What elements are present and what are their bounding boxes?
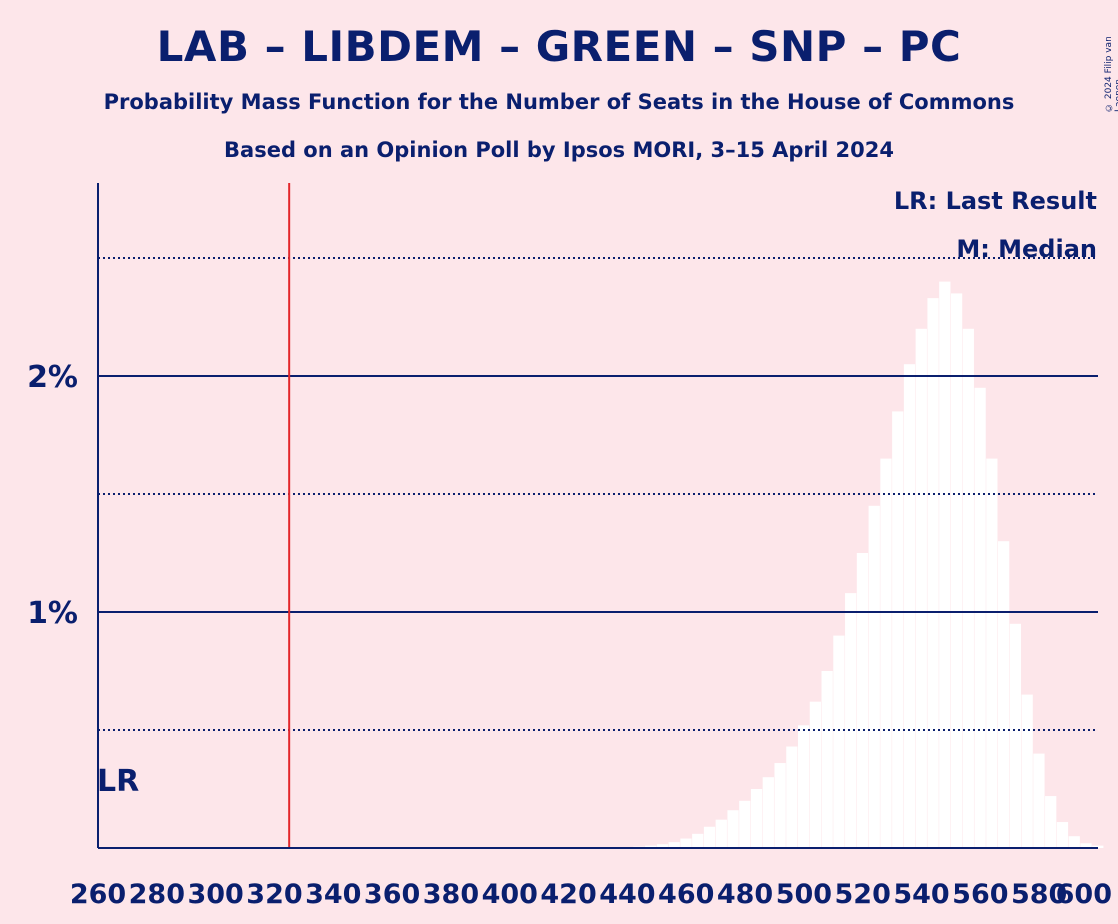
x-tick-label: 500: [776, 879, 832, 910]
x-tick-label: 420: [540, 879, 596, 910]
pmf-bar: [739, 800, 751, 848]
pmf-bar: [656, 844, 669, 848]
pmf-bar: [950, 293, 963, 848]
pmf-bar: [915, 328, 927, 848]
x-tick-label: 580: [1011, 879, 1067, 910]
pmf-bar: [998, 541, 1010, 848]
pmf-bar: [845, 593, 857, 848]
pmf-bar: [1092, 845, 1104, 848]
y-tick-label: 2%: [27, 360, 78, 395]
x-tick-label: 440: [599, 879, 655, 910]
gridlines: [98, 257, 1098, 731]
pmf-bar: [1068, 836, 1080, 848]
pmf-bar: [762, 777, 774, 848]
x-tick-label: 560: [952, 879, 1008, 910]
x-tick-labels: 260 280 300 320 340 360 380 400 420 440 460 480 500 5…: [70, 879, 1112, 910]
x-tick-label: 340: [305, 879, 361, 910]
pmf-bar: [1056, 822, 1069, 848]
x-tick-label: 320: [246, 879, 302, 910]
pmf-bar: [809, 701, 822, 848]
pmf-bar: [856, 553, 869, 848]
pmf-bar: [962, 328, 974, 848]
x-tick-label: 600: [1056, 879, 1112, 910]
pmf-bar: [927, 298, 939, 848]
x-tick-label: 400: [482, 879, 538, 910]
pmf-bar: [1080, 843, 1092, 848]
pmf-bar: [645, 845, 657, 848]
pmf-bar: [668, 842, 680, 848]
pmf-bar: [1009, 623, 1022, 848]
pmf-bar: [680, 838, 692, 848]
legend-last-result: LR: Last Result: [894, 187, 1097, 215]
legend-median: M: Median: [956, 235, 1097, 263]
last-result-label: LR: [97, 764, 139, 799]
pmf-bar: [1045, 796, 1057, 848]
y-tick-labels: 1% 2%: [27, 360, 78, 631]
pmf-bar: [798, 725, 810, 848]
pmf-bar: [868, 505, 880, 848]
chart-subtitle-1: Probability Mass Function for the Number…: [103, 90, 1015, 114]
pmf-bar: [1021, 694, 1033, 848]
bars: [621, 281, 1104, 849]
pmf-bar: [939, 281, 951, 849]
x-tick-label: 480: [717, 879, 773, 910]
pmf-bar: [833, 635, 845, 848]
pmf-bar: [750, 789, 763, 848]
last-result-marker: LR: [97, 183, 291, 848]
pmf-bar: [821, 671, 833, 848]
x-tick-label: 280: [129, 879, 185, 910]
pmf-bar: [903, 364, 916, 848]
x-tick-label: 380: [423, 879, 479, 910]
x-tick-label: 260: [70, 879, 126, 910]
pmf-bar: [727, 810, 739, 848]
x-tick-label: 520: [835, 879, 891, 910]
x-tick-label: 300: [187, 879, 243, 910]
pmf-bar: [692, 833, 704, 848]
x-tick-label: 460: [658, 879, 714, 910]
chart-subtitle-2: Based on an Opinion Poll by Ipsos MORI, …: [224, 138, 894, 162]
pmf-bar: [703, 826, 716, 848]
pmf-bar: [880, 458, 892, 848]
chart-title: LAB – LIBDEM – GREEN – SNP – PC: [156, 22, 962, 71]
y-tick-label: 1%: [27, 596, 78, 631]
pmf-bar: [1033, 753, 1045, 848]
pmf-bar: [715, 819, 727, 848]
pmf-bar: [786, 746, 798, 848]
pmf-bar: [974, 387, 986, 848]
pmf-bar: [892, 411, 904, 848]
pmf-bar: [986, 458, 998, 848]
x-tick-label: 540: [893, 879, 949, 910]
x-tick-label: 360: [364, 879, 420, 910]
pmf-bar: [774, 763, 786, 848]
